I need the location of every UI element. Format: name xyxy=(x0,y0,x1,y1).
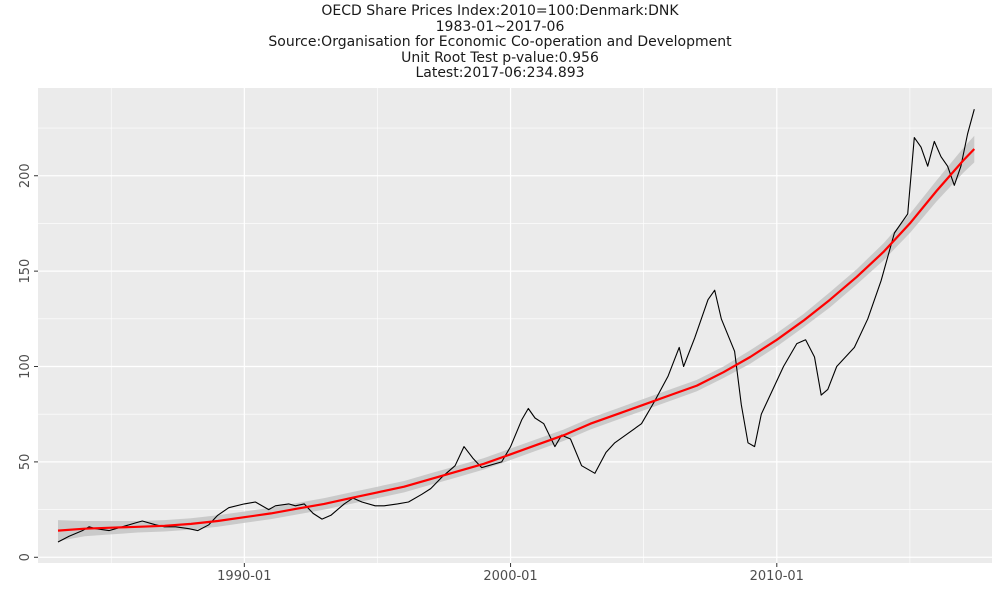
plot-panel xyxy=(38,88,992,563)
chart-title-block: OECD Share Prices Index:2010=100:Denmark… xyxy=(0,3,1000,82)
chart-period: 1983-01~2017-06 xyxy=(435,18,565,35)
y-tick-label: 200 xyxy=(18,163,33,188)
y-tick-label: 50 xyxy=(18,454,33,471)
share-price-series-line xyxy=(57,109,975,543)
chart-source: Source:Organisation for Economic Co-oper… xyxy=(268,34,732,50)
x-tick-label: 2010-01 xyxy=(750,569,804,584)
x-tick-label: 1990-01 xyxy=(217,569,271,584)
chart-unit-root: Unit Root Test p-value:0.956 xyxy=(401,49,599,66)
minor-gridlines xyxy=(38,88,992,563)
chart-title: OECD Share Prices Index:2010=100:Denmark… xyxy=(321,3,679,19)
major-gridlines xyxy=(38,88,992,563)
series-layer xyxy=(57,109,975,543)
trend-layer xyxy=(57,148,976,532)
x-tick-label: 2000-01 xyxy=(483,569,537,584)
y-tick-label: 150 xyxy=(18,259,33,284)
y-axis: 0 50 100 150 200 xyxy=(18,163,38,561)
chart-latest: Latest:2017-06:234.893 xyxy=(415,65,585,81)
y-tick-label: 0 xyxy=(18,553,33,561)
trend-line xyxy=(57,148,976,532)
y-tick-label: 100 xyxy=(18,354,33,379)
x-axis: 1990-01 2000-01 2010-01 xyxy=(217,563,804,584)
